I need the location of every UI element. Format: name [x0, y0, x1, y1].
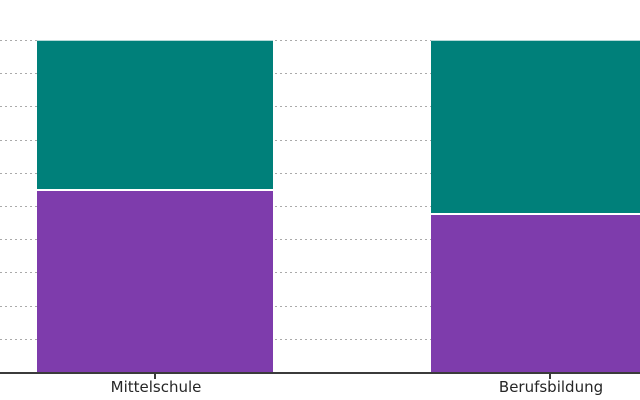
- y-gridline: [0, 239, 640, 241]
- x-tick-mittelschule: [154, 374, 156, 379]
- bar-berufsbildung-bottom-segment: [431, 212, 640, 372]
- x-axis-line: [0, 372, 640, 374]
- x-tick-label-berufsbildung: Berufsbildung: [498, 378, 604, 396]
- y-gridline: [0, 106, 640, 108]
- y-gridline: [0, 338, 640, 340]
- x-tick-berufsbildung: [549, 374, 551, 379]
- bar-mittelschule-top-segment: [37, 40, 273, 190]
- gridlines: [0, 40, 640, 372]
- y-gridline: [0, 40, 640, 41]
- x-tick-label-mittelschule: Mittelschule: [110, 378, 202, 396]
- y-gridline: [0, 272, 640, 274]
- bar-mittelschule: [37, 40, 273, 372]
- y-gridline: [0, 73, 640, 75]
- y-gridline: [0, 206, 640, 207]
- bar-mittelschule-bottom-segment: [37, 189, 273, 372]
- bar-berufsbildung: [431, 40, 640, 372]
- y-gridline: [0, 172, 640, 174]
- bar-berufsbildung-top-segment: [431, 40, 640, 213]
- y-gridline: [0, 305, 640, 307]
- y-gridline: [0, 139, 640, 141]
